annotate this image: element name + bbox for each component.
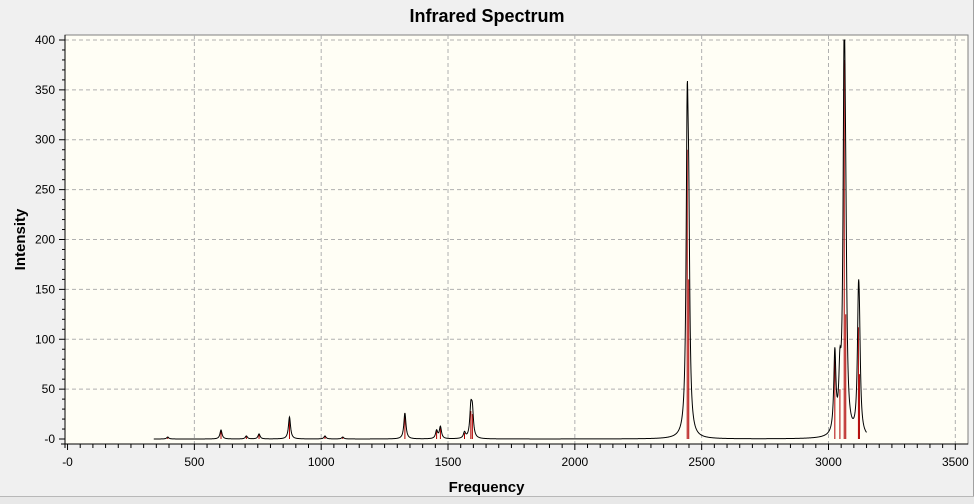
x-tick-label: 2500 xyxy=(688,455,715,469)
spectrum-line xyxy=(153,39,867,440)
x-tick-label: 500 xyxy=(184,455,204,469)
x-tick-label: 2000 xyxy=(561,455,588,469)
y-axis-title: Intensity xyxy=(12,208,29,270)
chart-title: Infrared Spectrum xyxy=(409,6,565,26)
y-tick-label: 250 xyxy=(35,183,55,197)
y-tick-label: 100 xyxy=(35,332,55,346)
y-tick-label: 150 xyxy=(35,282,55,296)
y-tick-label: 200 xyxy=(35,233,55,247)
y-tick-label: 400 xyxy=(35,33,55,47)
y-tick-label: 300 xyxy=(35,133,55,147)
window-bottom-edge xyxy=(0,496,974,504)
x-tick-label: 3000 xyxy=(815,455,842,469)
y-tick-label: 350 xyxy=(35,83,55,97)
x-tick-label: 3500 xyxy=(942,455,969,469)
x-tick-label: 1000 xyxy=(308,455,335,469)
y-tick-label: -0 xyxy=(44,432,55,446)
y-tick-label: 50 xyxy=(42,382,56,396)
x-axis-title: Frequency xyxy=(449,479,526,496)
x-tick-label: 1500 xyxy=(435,455,462,469)
x-tick-label: -0 xyxy=(62,455,73,469)
